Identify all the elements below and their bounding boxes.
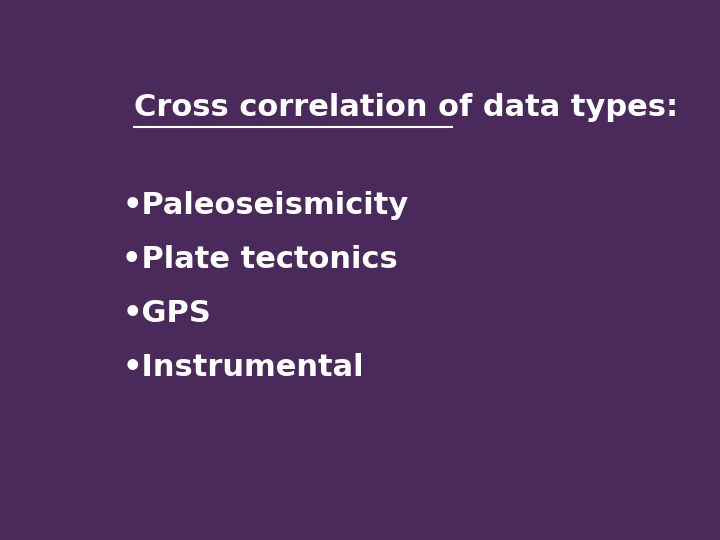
Text: •GPS: •GPS — [122, 299, 211, 328]
Text: Cross correlation of data types:: Cross correlation of data types: — [135, 93, 678, 123]
Text: •Instrumental: •Instrumental — [122, 353, 364, 382]
Text: •Plate tectonics: •Plate tectonics — [122, 245, 398, 274]
Text: •Paleoseismicity: •Paleoseismicity — [122, 191, 408, 220]
